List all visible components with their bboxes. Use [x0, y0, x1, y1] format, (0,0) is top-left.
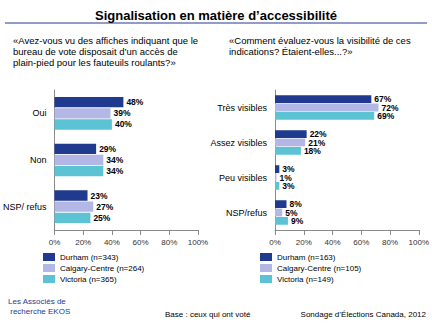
svg-text:Peu visibles: Peu visibles: [219, 173, 268, 183]
svg-text:NSP/ refus: NSP/ refus: [3, 202, 47, 212]
svg-text:60%: 60%: [133, 238, 149, 247]
svg-text:recherche EKOS: recherche EKOS: [8, 307, 70, 316]
svg-text:39%: 39%: [113, 108, 130, 118]
svg-text:Durham (n=343): Durham (n=343): [60, 253, 119, 262]
svg-text:Calgary-Centre (n=105): Calgary-Centre (n=105): [277, 264, 362, 273]
svg-text:Signalisation en matière d’acc: Signalisation en matière d’accessibilité: [95, 8, 337, 23]
svg-text:Oui: Oui: [32, 108, 46, 118]
svg-text:34%: 34%: [106, 166, 123, 176]
svg-text:27%: 27%: [96, 202, 113, 212]
svg-text:48%: 48%: [126, 97, 143, 107]
svg-text:23%: 23%: [91, 191, 108, 201]
svg-text:Base : ceux qui ont voté: Base : ceux qui ont voté: [165, 310, 251, 319]
svg-text:1%: 1%: [279, 172, 292, 183]
svg-text:Calgary-Centre (n=264): Calgary-Centre (n=264): [60, 264, 145, 273]
svg-text:0%: 0%: [269, 238, 281, 247]
svg-text:100%: 100%: [409, 238, 429, 247]
svg-text:80%: 80%: [382, 238, 398, 247]
svg-text:plain-pied pour les fauteuils: plain-pied pour les fauteuils roulants?»: [13, 57, 176, 68]
svg-text:60%: 60%: [353, 238, 369, 247]
svg-text:Les Associés de: Les Associés de: [8, 297, 66, 306]
svg-text:Assez visibles: Assez visibles: [210, 138, 267, 148]
svg-text:Durham (n=163): Durham (n=163): [277, 253, 336, 262]
svg-text:3%: 3%: [282, 164, 295, 175]
svg-text:3%: 3%: [282, 181, 295, 191]
svg-text:40%: 40%: [115, 119, 132, 129]
svg-text:40%: 40%: [325, 238, 341, 247]
svg-text:Sondage d’Élections Canada, 20: Sondage d’Élections Canada, 2012: [301, 310, 427, 319]
svg-text:25%: 25%: [93, 213, 110, 223]
svg-text:0%: 0%: [49, 238, 61, 247]
svg-text:9%: 9%: [291, 216, 304, 226]
svg-text:18%: 18%: [304, 146, 321, 156]
svg-text:Très visibles: Très visibles: [217, 103, 267, 113]
svg-text:8%: 8%: [289, 199, 302, 210]
svg-text:5%: 5%: [285, 207, 298, 218]
svg-text:72%: 72%: [381, 102, 399, 113]
svg-text:«Comment évaluez-vous la visib: «Comment évaluez-vous la visibilité de c…: [229, 35, 413, 46]
svg-text:Non: Non: [30, 155, 47, 165]
svg-text:bureau de vote disposait d’un: bureau de vote disposait d’un accès de: [13, 46, 180, 57]
svg-text:80%: 80%: [161, 238, 177, 247]
svg-text:Victoria (n=365): Victoria (n=365): [60, 275, 117, 284]
svg-text:69%: 69%: [377, 111, 394, 121]
svg-text:29%: 29%: [99, 144, 116, 154]
svg-text:NSP/refus: NSP/refus: [226, 208, 268, 218]
svg-text:100%: 100%: [188, 238, 208, 247]
svg-text:67%: 67%: [374, 94, 392, 105]
svg-text:indications? Étaient-elles...?: indications? Étaient-elles...?»: [229, 46, 353, 57]
svg-text:Victoria (n=149): Victoria (n=149): [277, 275, 334, 284]
svg-text:20%: 20%: [296, 238, 312, 247]
svg-text:22%: 22%: [309, 129, 327, 140]
svg-text:21%: 21%: [308, 137, 326, 148]
svg-text:20%: 20%: [75, 238, 91, 247]
svg-text:40%: 40%: [104, 238, 120, 247]
svg-text:34%: 34%: [106, 155, 123, 165]
svg-text:«Avez-vous vu des affiches ind: «Avez-vous vu des affiches indiquant que…: [13, 35, 201, 46]
